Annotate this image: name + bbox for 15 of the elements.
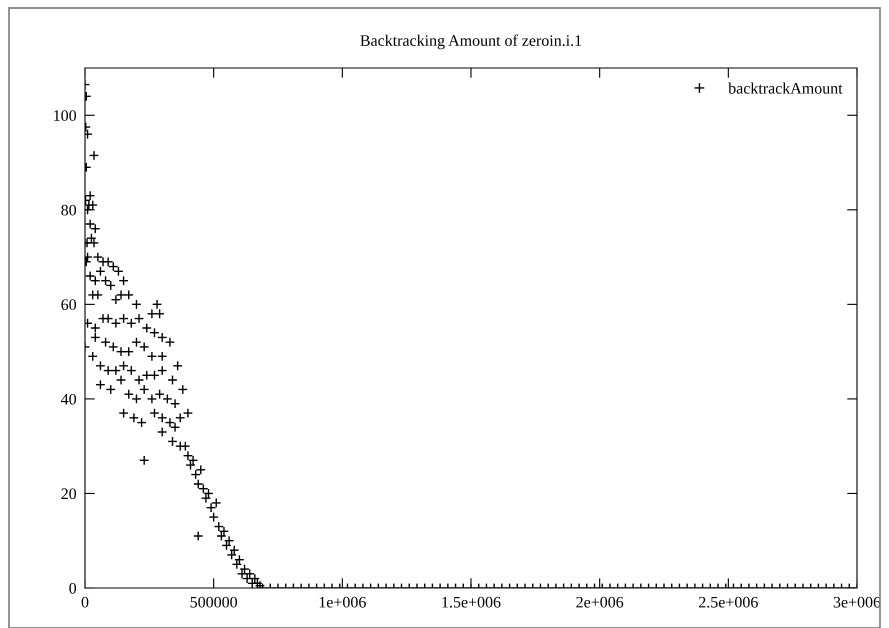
x-tick-label: 1e+006: [320, 596, 366, 608]
x-tick-label: 3e+006: [834, 596, 881, 608]
x-tick-label: 500000: [190, 596, 238, 608]
x-tick-label: 2e+006: [576, 596, 624, 608]
x-tick-label: 1.5e+006: [442, 596, 501, 608]
y-tick-label: 100: [54, 110, 76, 121]
y-tick-label: 40: [61, 394, 76, 405]
y-tick-label: 60: [61, 299, 76, 310]
y-tick-label: 20: [61, 488, 76, 500]
y-tick-label: 0: [69, 582, 76, 594]
legend-label: backtrackAmount: [728, 82, 843, 94]
x-tick-label: 0: [82, 596, 88, 608]
x-tick-label: 2.5e+006: [699, 596, 758, 608]
chart-title: Backtracking Amount of zeroin.i.1: [360, 34, 582, 50]
y-tick-label: 80: [61, 204, 76, 216]
